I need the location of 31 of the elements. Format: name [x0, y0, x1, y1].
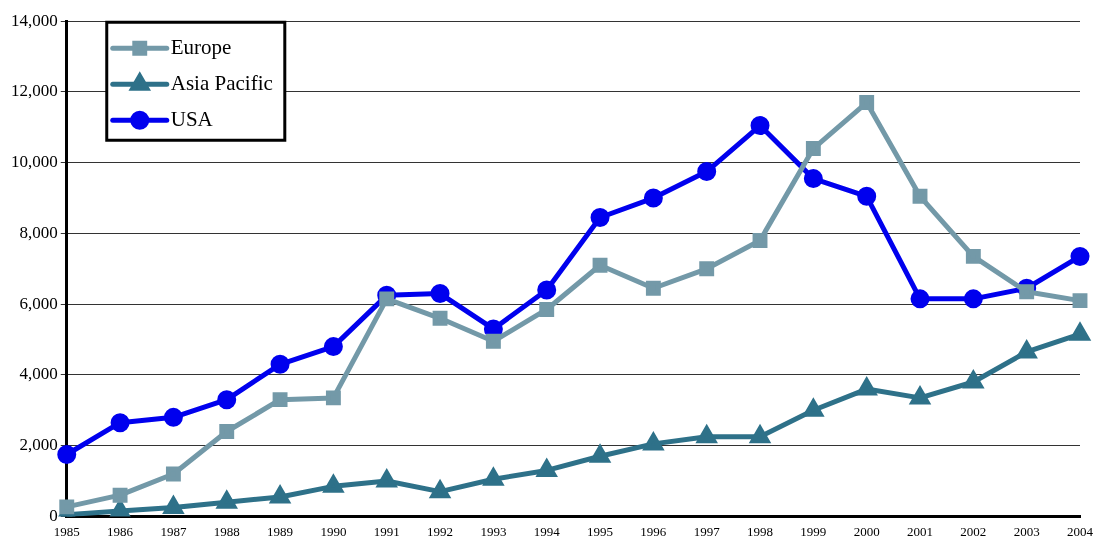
x-tick-label: 1999 — [800, 523, 827, 539]
y-tick-label: 0 — [49, 505, 58, 525]
legend-label: Europe — [170, 34, 232, 59]
x-tick-label: 1992 — [427, 523, 454, 539]
y-tick-label: 14,000 — [11, 10, 58, 30]
x-tick-label: 1991 — [373, 523, 400, 539]
x-tick-label: 2002 — [960, 523, 987, 539]
x-tick-label: 1997 — [693, 523, 721, 539]
x-tick-label: 1987 — [160, 523, 187, 539]
x-tick-label: 1985 — [53, 523, 80, 539]
y-tick-label: 12,000 — [11, 81, 58, 101]
x-tick-label: 2001 — [907, 523, 934, 539]
x-tick-label: 2000 — [853, 523, 880, 539]
y-tick-label: 2,000 — [19, 435, 58, 455]
y-tick-label: 10,000 — [11, 152, 58, 172]
legend-label: Asia Pacific — [170, 70, 273, 95]
x-tick-label: 2004 — [1067, 523, 1094, 539]
x-tick-label: 1993 — [480, 523, 507, 539]
y-tick-label: 6,000 — [19, 293, 58, 313]
x-tick-label: 1988 — [213, 523, 240, 539]
y-tick-label: 8,000 — [19, 222, 58, 242]
x-tick-label: 2003 — [1013, 523, 1040, 539]
x-tick-label: 1995 — [587, 523, 614, 539]
x-tick-label: 1996 — [640, 523, 667, 539]
x-tick-label: 1990 — [320, 523, 347, 539]
x-tick-label: 1998 — [747, 523, 774, 539]
y-tick-label: 4,000 — [19, 364, 58, 384]
x-tick-label: 1989 — [267, 523, 294, 539]
x-tick-label: 1986 — [107, 523, 134, 539]
legend-label: USA — [170, 106, 214, 131]
x-tick-label: 1994 — [533, 523, 561, 539]
